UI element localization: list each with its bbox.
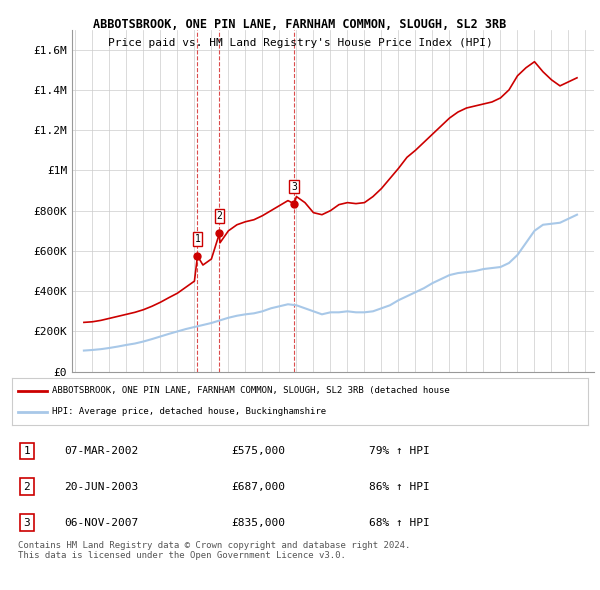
Text: Contains HM Land Registry data © Crown copyright and database right 2024.
This d: Contains HM Land Registry data © Crown c… xyxy=(18,541,410,560)
Text: £575,000: £575,000 xyxy=(231,446,285,456)
Text: 1: 1 xyxy=(194,234,200,244)
Text: 2: 2 xyxy=(217,211,223,221)
Text: 20-JUN-2003: 20-JUN-2003 xyxy=(64,482,138,491)
Text: HPI: Average price, detached house, Buckinghamshire: HPI: Average price, detached house, Buck… xyxy=(52,407,326,416)
Text: 68% ↑ HPI: 68% ↑ HPI xyxy=(369,517,430,527)
Text: 06-NOV-2007: 06-NOV-2007 xyxy=(64,517,138,527)
Text: £835,000: £835,000 xyxy=(231,517,285,527)
Text: 3: 3 xyxy=(291,182,297,192)
Text: ABBOTSBROOK, ONE PIN LANE, FARNHAM COMMON, SLOUGH, SL2 3RB: ABBOTSBROOK, ONE PIN LANE, FARNHAM COMMO… xyxy=(94,18,506,31)
Text: ABBOTSBROOK, ONE PIN LANE, FARNHAM COMMON, SLOUGH, SL2 3RB (detached house: ABBOTSBROOK, ONE PIN LANE, FARNHAM COMMO… xyxy=(52,386,450,395)
Text: 07-MAR-2002: 07-MAR-2002 xyxy=(64,446,138,456)
Text: 1: 1 xyxy=(23,446,30,456)
Text: Price paid vs. HM Land Registry's House Price Index (HPI): Price paid vs. HM Land Registry's House … xyxy=(107,38,493,48)
Text: 3: 3 xyxy=(23,517,30,527)
Text: 2: 2 xyxy=(23,482,30,491)
Text: 79% ↑ HPI: 79% ↑ HPI xyxy=(369,446,430,456)
Text: 86% ↑ HPI: 86% ↑ HPI xyxy=(369,482,430,491)
Text: £687,000: £687,000 xyxy=(231,482,285,491)
